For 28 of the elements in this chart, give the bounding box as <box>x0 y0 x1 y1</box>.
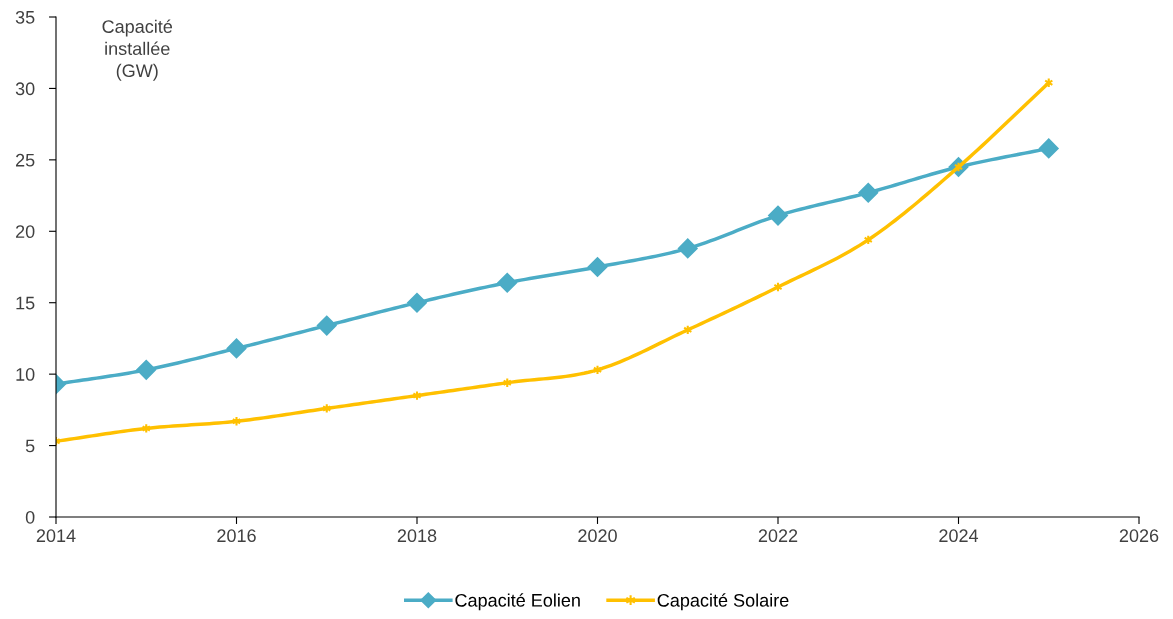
point <box>858 182 879 203</box>
legend-label: Capacité Eolien <box>455 593 580 611</box>
x-tick-label: 2020 <box>578 529 617 543</box>
point <box>587 257 608 277</box>
y-tick-label: 30 <box>15 82 35 96</box>
point <box>316 315 337 336</box>
y-axis-title: Capacité installée (GW) <box>102 19 173 81</box>
y-tick-label: 35 <box>15 10 35 24</box>
x-tick-label: 2024 <box>939 529 979 543</box>
x-tick-label: 2026 <box>1119 529 1159 543</box>
y-tick-label: 15 <box>16 296 35 310</box>
y-tick-label: 5 <box>25 439 35 453</box>
point <box>677 238 698 259</box>
legend-label: Capacité Solaire <box>657 593 789 611</box>
point <box>407 292 427 313</box>
point <box>768 205 788 226</box>
y-tick-label: 20 <box>15 225 35 239</box>
point <box>1038 138 1059 159</box>
x-tick-label: 2022 <box>758 529 798 543</box>
y-tick-label: 0 <box>25 510 35 524</box>
y-tick-label: 25 <box>15 153 35 167</box>
x-tick-label: 2014 <box>36 529 76 543</box>
x-tick-label: 2016 <box>217 529 256 543</box>
x-tick-label: 2018 <box>397 529 437 543</box>
y-tick-label: 10 <box>16 368 35 381</box>
point <box>497 272 518 293</box>
point <box>226 338 247 359</box>
point <box>136 359 157 380</box>
